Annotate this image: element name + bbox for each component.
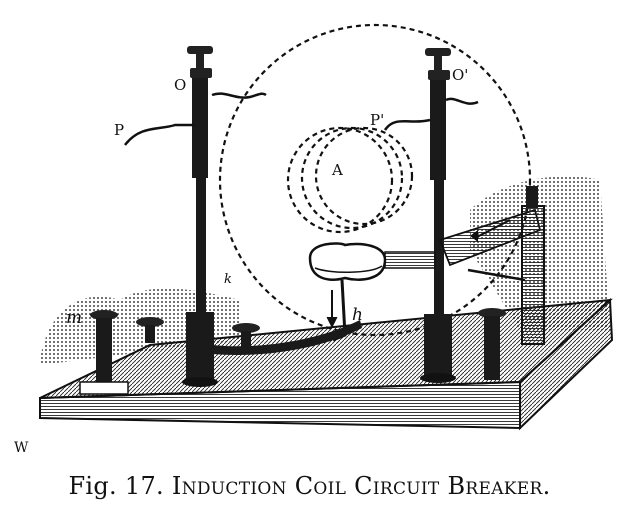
right-pillar-O-prime [420,48,456,383]
caption-title: Induction Coil Circuit Breaker. [171,472,551,500]
label-h: h [352,305,363,325]
figure-caption: Fig. 17. Induction Coil Circuit Breaker. [0,472,619,500]
wooden-base [39,297,614,431]
label-k: k [224,272,232,287]
wires [124,92,479,146]
label-P: P [114,121,124,139]
figure-labels: O O' P P' A h m k W [14,66,468,456]
label-m: m [66,308,82,328]
label-P-prime: P' [370,111,384,129]
terminals [79,308,506,395]
label-O-prime: O' [452,66,468,84]
label-O: O [174,76,186,94]
armature [308,208,542,342]
label-A: A [331,161,343,179]
caption-number: Fig. 17. [68,472,164,500]
right-bracket [467,186,545,345]
magnetic-field-circles [218,23,532,337]
label-W: W [14,440,29,456]
left-pillar-O [182,46,218,387]
